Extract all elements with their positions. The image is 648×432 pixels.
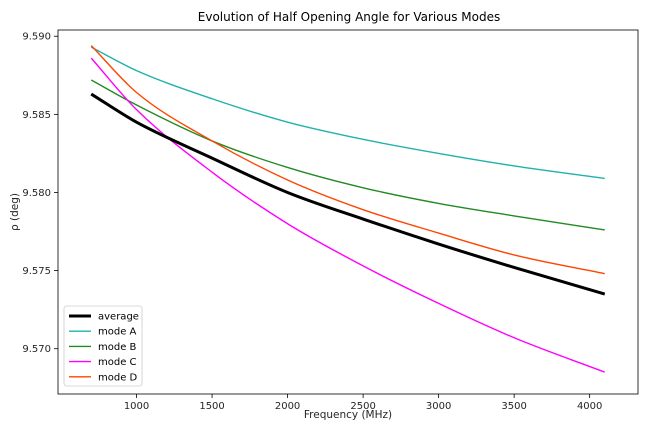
- x-tick-label: 1000: [124, 401, 149, 412]
- series-line-mode-B: [90, 79, 605, 231]
- legend-box: [63, 305, 143, 387]
- legend-label: mode B: [98, 342, 137, 353]
- x-axis-ticks: 1000 1500 2000 2500 3000 3500 4000: [124, 394, 602, 412]
- plot-area: [58, 30, 638, 394]
- legend-label: mode D: [98, 372, 138, 383]
- y-axis-ticks: 9.570 9.575 9.580 9.585 9.590: [22, 32, 58, 355]
- series-line-mode-A: [90, 46, 605, 180]
- series-lines: [90, 45, 606, 373]
- x-tick-label: 3500: [501, 401, 526, 412]
- plot-frame: [57, 29, 639, 395]
- y-tick-label: 9.585: [22, 110, 51, 121]
- x-tick-label: 4000: [577, 401, 602, 412]
- x-tick-label: 1500: [199, 401, 224, 412]
- y-tick-label: 9.575: [22, 266, 51, 277]
- x-tick-label: 3000: [426, 401, 451, 412]
- legend-label: mode C: [98, 357, 137, 368]
- legend-label: mode A: [98, 327, 137, 338]
- y-tick-label: 9.590: [22, 32, 51, 43]
- legend: average mode A mode B mode C mode D: [63, 305, 143, 387]
- y-tick-label: 9.570: [22, 344, 51, 355]
- y-tick-label: 9.580: [22, 188, 51, 199]
- x-tick-label: 2000: [275, 401, 300, 412]
- chart-title: Evolution of Half Opening Angle for Vari…: [198, 10, 500, 24]
- legend-label: average: [98, 312, 139, 323]
- x-tick-label: 2500: [350, 401, 375, 412]
- series-line-average: [90, 92, 606, 296]
- x-axis-label: Frequency (MHz): [304, 409, 392, 421]
- series-line-mode-C: [90, 57, 606, 373]
- series-line-mode-D: [90, 45, 605, 275]
- y-axis-label: ρ (deg): [9, 193, 21, 231]
